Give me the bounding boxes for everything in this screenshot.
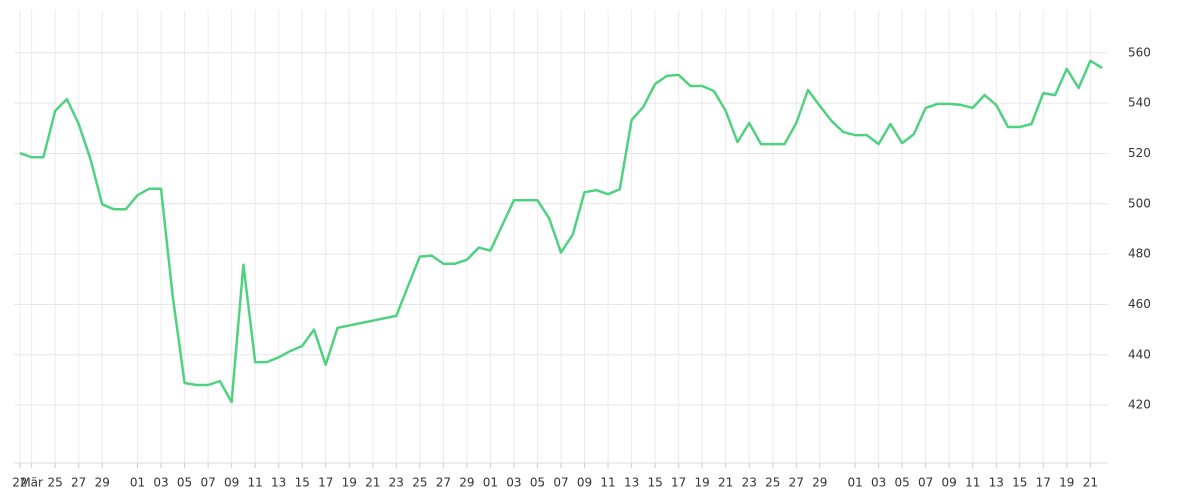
x-tick-label: 25 bbox=[765, 476, 780, 490]
x-tick-label: 03 bbox=[506, 476, 521, 490]
x-tick-label: 13 bbox=[624, 476, 639, 490]
y-tick-label: 480 bbox=[1128, 247, 1151, 261]
y-tick-label: 560 bbox=[1128, 45, 1151, 59]
x-tick-label: 11 bbox=[248, 476, 263, 490]
x-tick-label: 29 bbox=[812, 476, 827, 490]
y-tick-label: 520 bbox=[1128, 146, 1151, 160]
x-tick-label: 27 bbox=[789, 476, 804, 490]
x-tick-label: 13 bbox=[989, 476, 1004, 490]
x-tick-label: 17 bbox=[671, 476, 686, 490]
x-tick-label: 25 bbox=[412, 476, 427, 490]
x-tick-label: 05 bbox=[530, 476, 545, 490]
x-tick-label: Mär bbox=[20, 476, 43, 490]
x-tick-label: 15 bbox=[295, 476, 310, 490]
x-tick-label: 19 bbox=[1059, 476, 1074, 490]
x-tick-label: 21 bbox=[1083, 476, 1098, 490]
y-tick-label: 500 bbox=[1128, 196, 1151, 210]
x-tick-label: 25 bbox=[48, 476, 63, 490]
x-tick-label: 22 bbox=[12, 476, 27, 490]
x-tick-label: 27 bbox=[436, 476, 451, 490]
x-tick-label: 19 bbox=[342, 476, 357, 490]
x-tick-label: 09 bbox=[224, 476, 239, 490]
x-tick-label: 19 bbox=[695, 476, 710, 490]
x-tick-label: 17 bbox=[318, 476, 333, 490]
x-tick-label: 27 bbox=[71, 476, 86, 490]
x-tick-label: 11 bbox=[600, 476, 615, 490]
x-tick-label: 15 bbox=[1012, 476, 1027, 490]
x-tick-label: 03 bbox=[153, 476, 168, 490]
x-tick-label: 23 bbox=[742, 476, 757, 490]
x-tick-label: 09 bbox=[577, 476, 592, 490]
y-tick-label: 540 bbox=[1128, 96, 1151, 110]
x-tick-label: 07 bbox=[553, 476, 568, 490]
x-tick-label: 21 bbox=[718, 476, 733, 490]
x-tick-label: 07 bbox=[200, 476, 215, 490]
x-tick-label: 09 bbox=[942, 476, 957, 490]
y-tick-label: 420 bbox=[1128, 398, 1151, 412]
price-line bbox=[19, 59, 1103, 404]
x-tick-label: 05 bbox=[177, 476, 192, 490]
x-tick-label: 29 bbox=[459, 476, 474, 490]
x-tick-label: 29 bbox=[95, 476, 110, 490]
x-tick-label: 01 bbox=[130, 476, 145, 490]
x-tick-label: 13 bbox=[271, 476, 286, 490]
x-tick-label: 01 bbox=[483, 476, 498, 490]
y-tick-label: 460 bbox=[1128, 297, 1151, 311]
y-tick-label: 440 bbox=[1128, 347, 1151, 361]
x-tick-label: 23 bbox=[389, 476, 404, 490]
x-tick-label: 21 bbox=[365, 476, 380, 490]
x-tick-label: 01 bbox=[847, 476, 862, 490]
x-tick-label: 11 bbox=[965, 476, 980, 490]
x-tick-label: 07 bbox=[918, 476, 933, 490]
x-tick-label: 17 bbox=[1036, 476, 1051, 490]
x-tick-label: 03 bbox=[871, 476, 886, 490]
x-tick-label: 15 bbox=[647, 476, 662, 490]
x-tick-label: 05 bbox=[894, 476, 909, 490]
